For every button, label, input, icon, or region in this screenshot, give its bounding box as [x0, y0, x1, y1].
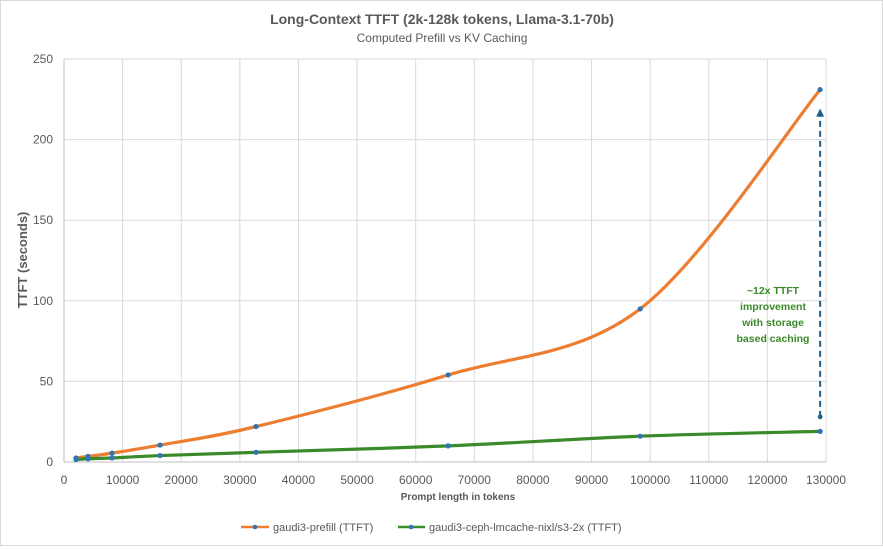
series-cache — [73, 428, 823, 463]
axes — [63, 59, 826, 463]
grid — [64, 58, 827, 462]
x-tick-label: 110000 — [689, 473, 728, 487]
x-tick-label: 90000 — [575, 473, 609, 487]
data-point — [157, 452, 163, 459]
legend-marker-cache — [408, 524, 414, 530]
y-tick-label: 100 — [33, 294, 53, 308]
y-tick-label: 200 — [33, 133, 53, 147]
data-point — [157, 442, 163, 448]
series-line — [74, 88, 822, 460]
data-point — [73, 456, 79, 463]
x-tick-label: 10000 — [106, 473, 140, 487]
x-tick-label: 100000 — [630, 473, 670, 487]
legend-marker-prefill — [252, 524, 258, 530]
data-point — [637, 433, 643, 439]
legend-entry-prefill[interactable]: gaudi3-prefill (TTFT) — [241, 522, 373, 534]
chart-title: Long-Context TTFT (2k-128k tokens, Llama… — [270, 11, 614, 27]
y-tick-label: 150 — [33, 213, 53, 227]
improvement-arrow-head — [816, 108, 825, 117]
y-tick-label: 50 — [40, 374, 54, 388]
data-point — [109, 450, 115, 456]
data-point — [817, 428, 823, 434]
x-tick-label: 20000 — [165, 473, 199, 487]
y-tick-label: 250 — [33, 52, 53, 66]
improvement-arrow-tail — [817, 414, 823, 420]
data-point — [253, 423, 259, 430]
data-point — [817, 87, 823, 93]
x-axis-label: Prompt length in tokens — [401, 492, 516, 503]
x-tick-label: 80000 — [516, 473, 550, 487]
legend-entry-cache[interactable]: gaudi3-ceph-lmcache-nixl/s3-2x (TTFT) — [398, 522, 622, 534]
annotation-text-line: improvement — [740, 301, 806, 313]
legend-label-prefill: gaudi3-prefill (TTFT) — [273, 522, 373, 534]
annotation-layer: ~12x TTFT improvement with storage based ca… — [737, 108, 825, 420]
x-tick-label: 70000 — [458, 473, 492, 487]
annotation-text-line: based caching — [737, 333, 810, 345]
x-tick-label: 30000 — [223, 473, 257, 487]
data-point — [637, 306, 643, 312]
annotation-text-line: ~12x TTFT — [747, 285, 800, 297]
data-point — [253, 449, 259, 455]
data-point — [445, 372, 451, 378]
x-tick-label: 120000 — [747, 473, 787, 487]
legend: gaudi3-prefill (TTFT) gaudi3-ceph-lmcach… — [241, 522, 622, 534]
x-tick-labels: 0 10000 20000 30000 40000 50000 60000 70000 8000… — [61, 473, 847, 487]
annotation-text-line: with storage — [741, 317, 804, 329]
y-axis-label: TTFT (seconds) — [15, 212, 30, 309]
legend-label-cache: gaudi3-ceph-lmcache-nixl/s3-2x (TTFT) — [429, 522, 622, 534]
chart-subtitle: Computed Prefill vs KV Caching — [357, 31, 528, 45]
data-point — [445, 443, 451, 449]
series-prefill — [73, 87, 823, 461]
data-point — [85, 456, 91, 462]
x-tick-label: 60000 — [399, 473, 433, 487]
x-tick-label: 50000 — [340, 473, 374, 487]
x-tick-label: 40000 — [282, 473, 316, 487]
data-point — [109, 455, 115, 461]
x-tick-label: 130000 — [806, 473, 846, 487]
x-tick-label: 0 — [61, 473, 68, 487]
series-layer — [73, 87, 823, 463]
y-tick-labels: 0 50 100 150 200 250 — [33, 52, 53, 469]
y-tick-label: 0 — [46, 455, 53, 469]
